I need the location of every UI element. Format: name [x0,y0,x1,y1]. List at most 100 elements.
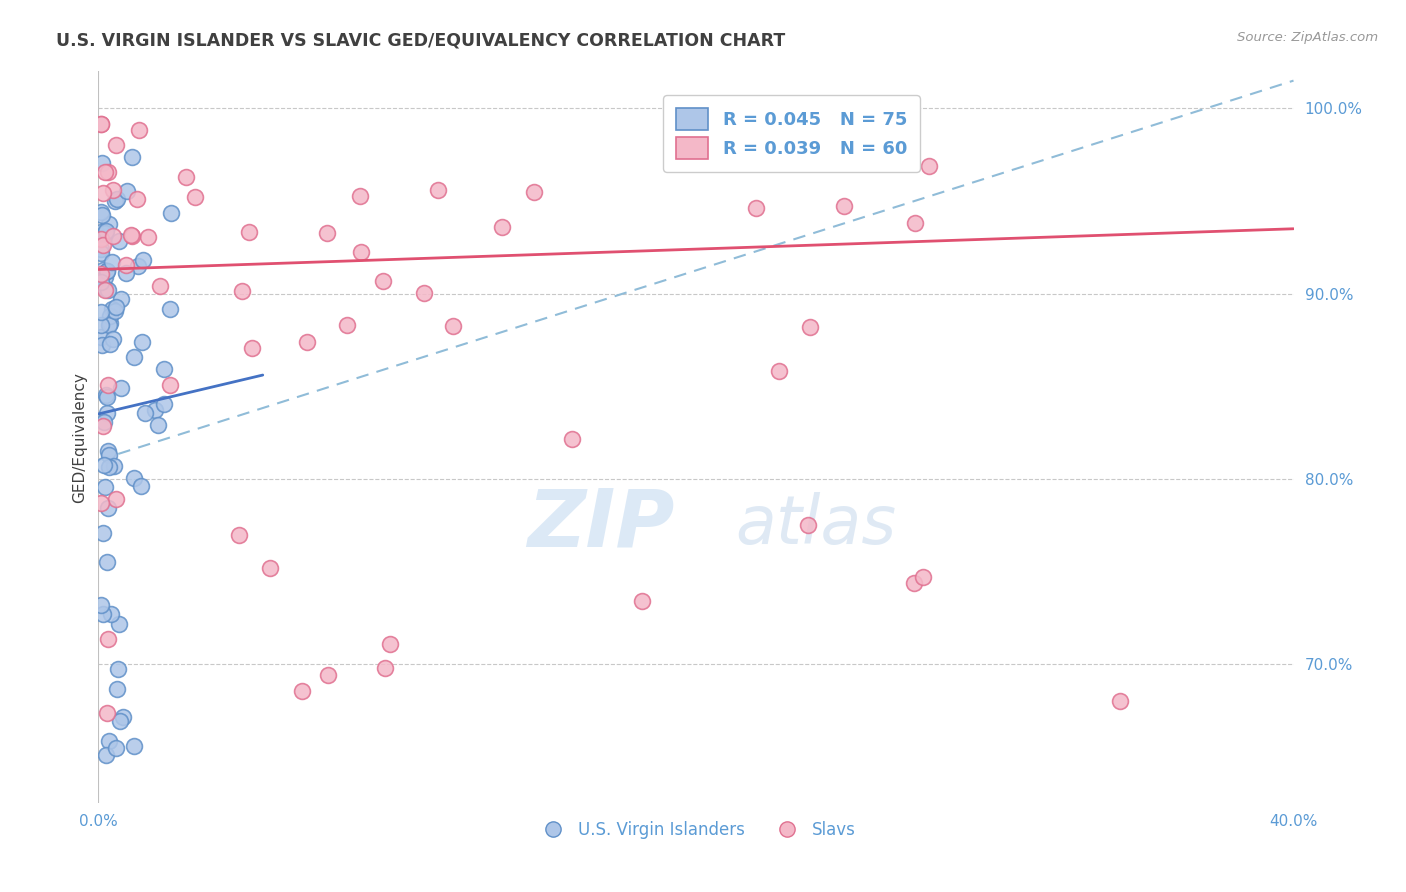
Point [523,185,546,199]
Point [101,255,124,269]
Point [146,417,169,432]
Point [91,155,114,169]
Point [98,459,121,474]
Point [153,362,176,376]
Point [125,192,148,206]
Y-axis label: GED/Equivalency: GED/Equivalency [72,372,87,502]
Point [1109,694,1132,708]
Point [128,122,150,136]
Point [98,316,121,330]
Point [96,407,118,421]
Point [114,266,136,280]
Point [100,607,122,621]
Point [96,264,118,278]
Point [124,350,146,364]
Point [561,432,583,446]
Point [912,569,935,583]
Point [768,364,790,378]
Point [378,637,401,651]
Point [96,391,118,405]
Point [110,292,132,306]
Point [94,226,117,240]
Point [90,117,112,131]
Point [134,406,156,420]
Point [90,225,112,239]
Point [90,246,112,260]
Point [231,284,253,298]
Point [183,190,205,204]
Point [131,334,153,349]
Point [97,377,120,392]
Point [904,216,927,230]
Point [93,415,115,429]
Point [103,458,125,473]
Point [91,338,114,352]
Point [149,278,172,293]
Point [744,201,766,215]
Point [631,594,654,608]
Point [122,739,145,753]
Point [90,496,112,510]
Point [111,710,134,724]
Point [96,706,118,721]
Point [105,491,128,506]
Point [97,632,120,646]
Point [98,337,121,351]
Text: Source: ZipAtlas.com: Source: ZipAtlas.com [1237,31,1378,45]
Point [259,561,281,575]
Point [316,668,339,682]
Point [97,218,120,232]
Text: U.S. VIRGIN ISLANDER VS SLAVIC GED/EQUIVALENCY CORRELATION CHART: U.S. VIRGIN ISLANDER VS SLAVIC GED/EQUIV… [56,31,786,49]
Point [240,341,263,355]
Point [90,267,112,281]
Point [90,330,112,344]
Point [90,242,112,256]
Point [104,303,127,318]
Point [121,150,143,164]
Point [799,320,821,334]
Point [90,276,112,290]
Point [295,335,318,350]
Point [105,741,128,756]
Point [110,381,132,395]
Point [174,169,197,184]
Point [93,284,115,298]
Point [94,281,117,295]
Point [97,448,120,462]
Point [115,258,138,272]
Point [97,734,120,748]
Point [104,194,127,208]
Point [918,159,941,173]
Point [101,183,124,197]
Point [832,198,855,212]
Point [349,189,371,203]
Point [97,283,120,297]
Point [108,617,131,632]
Point [228,528,250,542]
Point [121,229,143,244]
Point [96,224,118,238]
Point [91,237,114,252]
Point [374,661,396,675]
Point [107,234,129,248]
Point [91,186,114,201]
Point [413,285,436,300]
Point [160,205,183,219]
Point [152,397,174,411]
Point [491,219,513,234]
Point [101,229,124,244]
Point [127,260,149,274]
Point [96,555,118,569]
Point [238,226,260,240]
Point [90,305,112,319]
Point [96,165,118,179]
Point [96,747,118,762]
Point [98,318,121,332]
Point [159,377,181,392]
Point [93,262,115,277]
Point [120,227,142,242]
Point [90,205,112,219]
Point [145,403,167,417]
Point [94,269,117,284]
Point [796,518,818,533]
